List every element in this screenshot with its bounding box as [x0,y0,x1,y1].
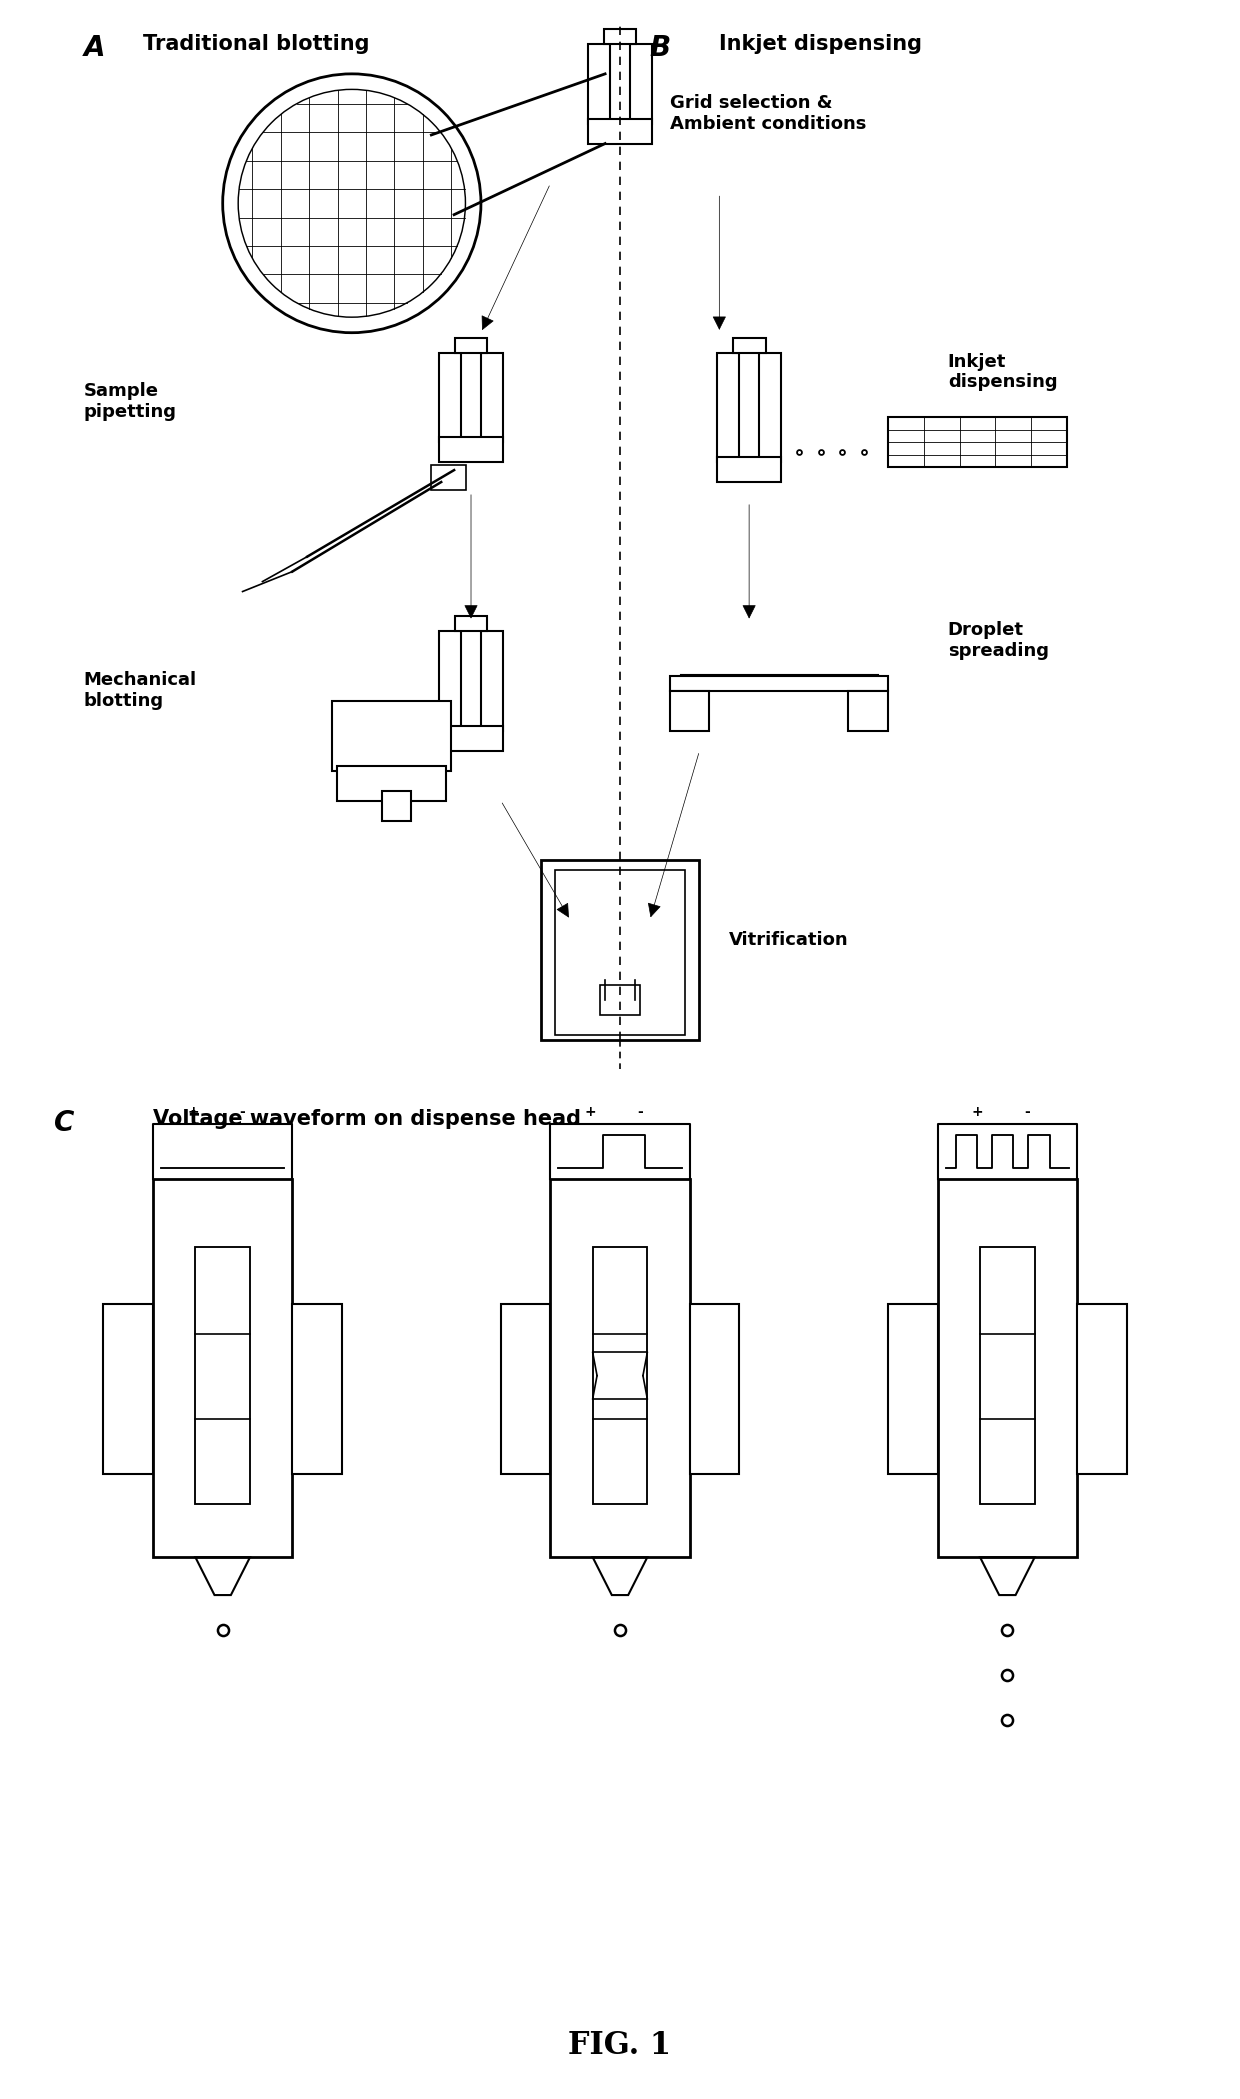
Bar [718,458,781,483]
Bar [439,726,502,751]
Text: Mechanical
blotting: Mechanical blotting [83,672,197,709]
Text: Voltage waveform on dispense head: Voltage waveform on dispense head [154,1108,582,1129]
Bar [593,1247,647,1505]
Bar [937,1180,1076,1557]
Text: -: - [1024,1106,1030,1119]
Text: -: - [637,1106,642,1119]
Bar [455,338,487,353]
Bar [689,1303,739,1473]
Text: Sample
pipetting: Sample pipetting [83,382,176,422]
Text: +: + [972,1106,983,1119]
Bar [455,617,487,632]
Text: Inkjet
dispensing: Inkjet dispensing [947,353,1058,390]
Bar [670,691,709,730]
Bar [439,632,461,730]
Bar [630,44,652,124]
Text: -: - [239,1106,246,1119]
Bar [630,919,652,980]
Text: A: A [83,34,105,63]
Bar [718,353,739,462]
Bar [439,353,461,443]
Bar [382,791,412,821]
Bar [541,861,699,1039]
Bar [154,1180,293,1557]
Bar [588,120,652,143]
Bar [588,974,652,999]
Text: +: + [187,1106,198,1119]
Text: FIG. 1: FIG. 1 [568,2030,672,2061]
Bar [604,29,636,44]
Bar [337,766,446,800]
Bar [481,632,502,730]
Bar [670,676,888,691]
Text: Traditional blotting: Traditional blotting [144,34,370,55]
Bar [293,1303,342,1473]
Bar [888,418,1066,468]
Bar [733,338,765,353]
Text: Vitrification: Vitrification [729,932,849,949]
Text: Droplet
spreading: Droplet spreading [947,621,1049,661]
Bar [1076,1303,1127,1473]
Bar [551,1180,689,1557]
Bar [439,437,502,462]
Bar [332,701,451,770]
Bar [501,1303,551,1473]
Bar [103,1303,154,1473]
Bar [888,1303,937,1473]
Text: Inkjet dispensing: Inkjet dispensing [719,34,923,55]
Bar [556,871,684,1035]
Bar [196,1247,250,1505]
Bar [980,1247,1034,1505]
Bar [848,691,888,730]
Bar [481,353,502,443]
Text: B: B [650,34,671,63]
Bar [759,353,781,462]
Bar [432,466,466,489]
Bar [588,44,610,124]
Bar [600,984,640,1014]
Text: Grid selection &
Ambient conditions: Grid selection & Ambient conditions [670,94,866,132]
Text: +: + [584,1106,596,1119]
Bar [604,905,636,919]
Text: C: C [53,1108,74,1138]
Bar [588,919,610,980]
